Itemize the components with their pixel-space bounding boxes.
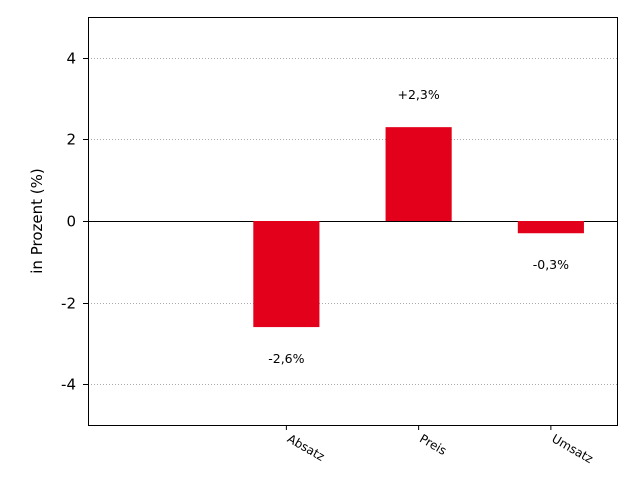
bar <box>517 221 584 234</box>
plot-frame <box>88 17 618 426</box>
data-label: -2,6% <box>268 351 304 366</box>
x-category-label: Absatz <box>285 431 327 463</box>
bar <box>385 127 452 221</box>
y-tick-label: 0 <box>66 213 76 231</box>
y-tick-label: 2 <box>66 131 76 149</box>
y-tick-label: -2 <box>61 295 76 313</box>
data-label: +2,3% <box>398 87 440 102</box>
bars <box>253 127 584 328</box>
x-category-labels: Absatz Preis Umsatz <box>285 425 595 466</box>
bar <box>253 221 320 328</box>
grid-lines <box>88 58 617 385</box>
data-labels: -2,6% +2,3% -0,3% <box>268 87 569 366</box>
y-tick-label: 4 <box>66 50 76 68</box>
x-category-label: Preis <box>417 431 449 457</box>
y-axis-title: in Prozent (%) <box>28 168 46 273</box>
y-ticks: -4 -2 0 2 4 <box>61 50 88 394</box>
x-category-label: Umsatz <box>549 431 595 466</box>
y-tick-label: -4 <box>61 376 76 394</box>
data-label: -0,3% <box>533 257 569 272</box>
